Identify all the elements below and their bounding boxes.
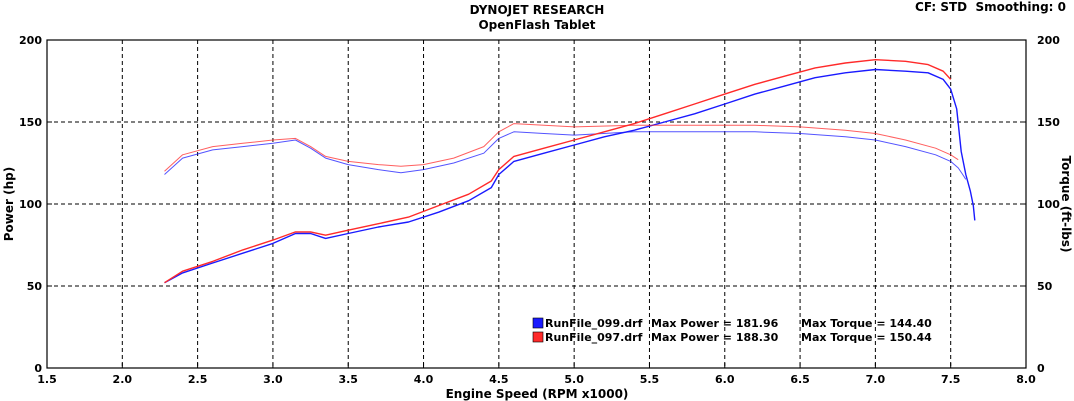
legend-torque-run-099: Max Torque = 144.40 <box>801 317 932 330</box>
grid-lines <box>47 40 1026 368</box>
legend-power-run-097: Max Power = 188.30 <box>651 331 779 344</box>
x-tick-label: 4.0 <box>414 373 434 386</box>
x-tick-label: 5.5 <box>640 373 660 386</box>
x-tick-label: 7.0 <box>866 373 886 386</box>
legend-name-run-099: RunFile_099.drf <box>545 317 643 330</box>
y-axis-label: Power (hp) <box>2 167 16 241</box>
x-tick-label: 3.5 <box>338 373 358 386</box>
x-tick-label: 2.0 <box>113 373 133 386</box>
legend-swatch-run-099 <box>532 317 544 329</box>
y-tick-label: 50 <box>27 280 43 293</box>
chart-subtitle: OpenFlash Tablet <box>478 18 595 32</box>
y2-tick-label: 50 <box>1037 280 1053 293</box>
y2-tick-label: 0 <box>1037 362 1045 375</box>
x-tick-label: 6.0 <box>715 373 735 386</box>
x-tick-label: 3.0 <box>263 373 283 386</box>
y-tick-label: 150 <box>19 116 42 129</box>
legend-swatch-run-097 <box>532 331 544 343</box>
x-tick-label: 7.5 <box>941 373 961 386</box>
series-line-runfile-099-drf-power <box>164 68 976 284</box>
x-tick-label: 2.5 <box>188 373 208 386</box>
series-lines <box>164 59 976 284</box>
x-tick-label: 4.5 <box>489 373 509 386</box>
y2-tick-label: 150 <box>1037 116 1060 129</box>
x-tick-label: 6.5 <box>790 373 810 386</box>
x-axis-label: Engine Speed (RPM x1000) <box>446 387 629 401</box>
legend-torque-run-097: Max Torque = 150.44 <box>801 331 932 344</box>
series-line-runfile-099-drf-torque <box>164 131 967 180</box>
legend-power-run-099: Max Power = 181.96 <box>651 317 779 330</box>
series-line-runfile-097-drf-torque <box>164 123 959 172</box>
y2-axis-label: Torque (ft-lbs) <box>1059 156 1073 253</box>
y2-tick-label: 200 <box>1037 34 1060 47</box>
chart-title: DYNOJET RESEARCH <box>470 3 605 17</box>
series-line-runfile-097-drf-power <box>164 59 952 284</box>
legend: RunFile_099.drf Max Power = 181.96 Max T… <box>532 317 932 344</box>
y-tick-label: 200 <box>19 34 42 47</box>
y2-tick-label: 100 <box>1037 198 1060 211</box>
axis-ticks: 1.5 2.0 2.5 3.0 3.5 4.0 4.5 5.0 5.5 6.0 6.5 7.0 7.5 8… <box>19 34 1060 386</box>
x-tick-label: 1.5 <box>37 373 57 386</box>
x-tick-label: 5.0 <box>564 373 584 386</box>
y-tick-label: 0 <box>34 362 42 375</box>
legend-name-run-097: RunFile_097.drf <box>545 331 643 344</box>
x-tick-label: 8.0 <box>1016 373 1036 386</box>
y-tick-label: 100 <box>19 198 42 211</box>
settings-readout: CF: STD Smoothing: 0 <box>915 0 1066 14</box>
